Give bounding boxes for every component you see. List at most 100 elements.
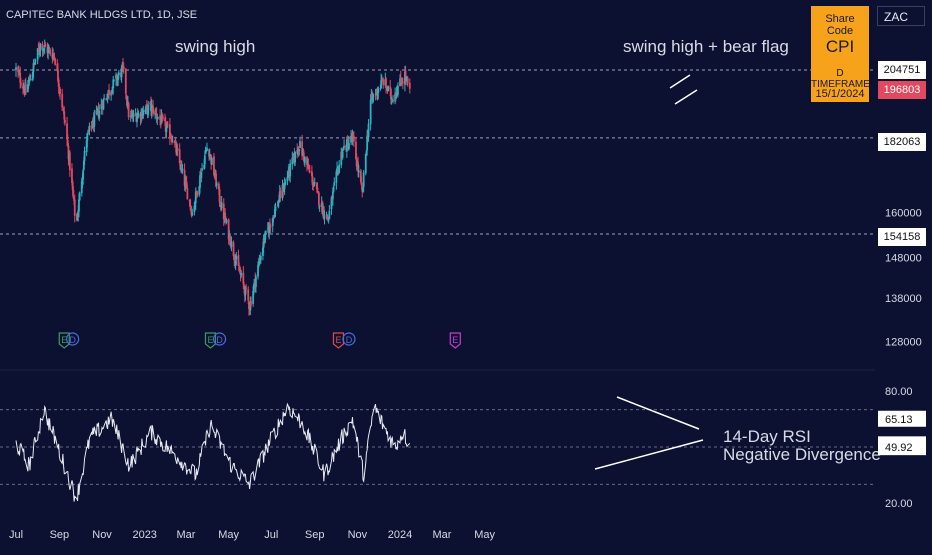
candle bbox=[64, 116, 66, 126]
earnings-event-marker[interactable]: E bbox=[332, 332, 345, 349]
candle bbox=[122, 58, 124, 72]
candle bbox=[171, 135, 174, 143]
candle bbox=[271, 217, 274, 233]
candle bbox=[145, 104, 148, 115]
candle bbox=[171, 135, 173, 145]
candle bbox=[219, 195, 222, 208]
y-tick-label: 138000 bbox=[885, 293, 922, 305]
price-tag-mid: 182063 bbox=[878, 133, 926, 151]
candle bbox=[33, 62, 36, 67]
candle bbox=[405, 75, 408, 82]
candle bbox=[200, 171, 203, 183]
candle bbox=[24, 77, 27, 96]
svg-text:E: E bbox=[335, 335, 341, 345]
svg-text:E: E bbox=[207, 335, 213, 345]
candle bbox=[318, 205, 321, 212]
candle bbox=[357, 156, 359, 178]
candle bbox=[294, 151, 297, 167]
dividend-event-marker[interactable]: D bbox=[66, 332, 80, 346]
candle bbox=[307, 158, 310, 170]
candle bbox=[408, 78, 411, 94]
candle bbox=[155, 107, 158, 123]
candle bbox=[173, 139, 176, 148]
candle bbox=[120, 64, 123, 83]
candle bbox=[110, 90, 113, 101]
candle bbox=[348, 136, 350, 151]
candle bbox=[316, 182, 319, 193]
candle bbox=[315, 182, 318, 193]
candle bbox=[213, 153, 215, 177]
candle bbox=[44, 41, 47, 48]
candle bbox=[29, 74, 32, 81]
candle bbox=[382, 77, 385, 89]
candle bbox=[206, 142, 208, 151]
rsi-value-tag: 65.13 bbox=[878, 410, 926, 427]
candle bbox=[121, 61, 124, 71]
candle bbox=[106, 93, 109, 104]
candle bbox=[406, 75, 409, 87]
candle bbox=[291, 151, 294, 170]
candle bbox=[313, 177, 316, 186]
candle bbox=[49, 48, 52, 57]
symbol-box[interactable]: ZAC bbox=[877, 6, 925, 26]
annotation-swing-high: swing high bbox=[175, 37, 255, 56]
svg-text:E: E bbox=[452, 335, 458, 345]
candle bbox=[156, 113, 159, 125]
dividend-event-marker[interactable]: D bbox=[342, 332, 356, 346]
candle bbox=[66, 133, 69, 148]
y-axis: 160000 148000 138000 128000 bbox=[885, 208, 922, 349]
svg-text:D: D bbox=[69, 335, 76, 345]
candle bbox=[98, 104, 101, 122]
candle bbox=[387, 85, 390, 92]
candle bbox=[240, 269, 243, 279]
candle bbox=[338, 160, 341, 174]
candle bbox=[165, 124, 168, 139]
badge-line-date: 15/1/2024 bbox=[815, 88, 865, 100]
candle bbox=[176, 144, 179, 157]
candle bbox=[39, 42, 42, 57]
rsi-tick-label: 80.00 bbox=[885, 386, 913, 398]
candle bbox=[397, 82, 399, 98]
share-code-badge: Share Code CPI D TIMEFRAME 15/1/2024 bbox=[811, 6, 870, 102]
candle bbox=[340, 147, 343, 169]
candle bbox=[222, 198, 225, 226]
candle bbox=[68, 150, 71, 177]
svg-text:E: E bbox=[61, 335, 67, 345]
candle bbox=[161, 114, 164, 122]
earnings-event-marker[interactable]: E bbox=[449, 332, 461, 349]
rsi-line bbox=[15, 402, 411, 502]
x-tick-label: Mar bbox=[433, 529, 452, 541]
candle bbox=[86, 132, 89, 148]
candle bbox=[78, 191, 81, 201]
candle bbox=[284, 178, 287, 186]
candle bbox=[38, 41, 40, 56]
annotation-rsi-title: 14-Day RSI bbox=[723, 427, 811, 446]
price-levels bbox=[0, 69, 876, 235]
candle bbox=[147, 101, 150, 118]
earnings-event-marker[interactable]: E bbox=[204, 332, 217, 349]
candle bbox=[93, 109, 96, 133]
candle bbox=[250, 296, 252, 309]
candle bbox=[124, 67, 127, 100]
candle bbox=[52, 48, 54, 60]
candle bbox=[311, 172, 314, 191]
candle bbox=[160, 109, 163, 124]
candle bbox=[168, 117, 171, 146]
rsi-value-tag: 49.92 bbox=[878, 439, 926, 456]
candle bbox=[326, 214, 329, 221]
candle bbox=[362, 187, 364, 193]
candle bbox=[400, 83, 403, 87]
candle bbox=[34, 58, 37, 65]
bear-flag-channel bbox=[669, 74, 698, 105]
candle bbox=[129, 110, 132, 122]
x-tick-label: Jul bbox=[264, 529, 278, 541]
candle bbox=[122, 62, 125, 74]
candle bbox=[102, 98, 105, 111]
earnings-event-marker[interactable]: E bbox=[58, 332, 70, 349]
candle bbox=[350, 130, 352, 146]
candle bbox=[257, 261, 259, 280]
dividend-event-marker[interactable]: D bbox=[212, 332, 227, 346]
candle bbox=[178, 143, 181, 166]
candle bbox=[404, 65, 407, 86]
candle bbox=[88, 122, 91, 136]
